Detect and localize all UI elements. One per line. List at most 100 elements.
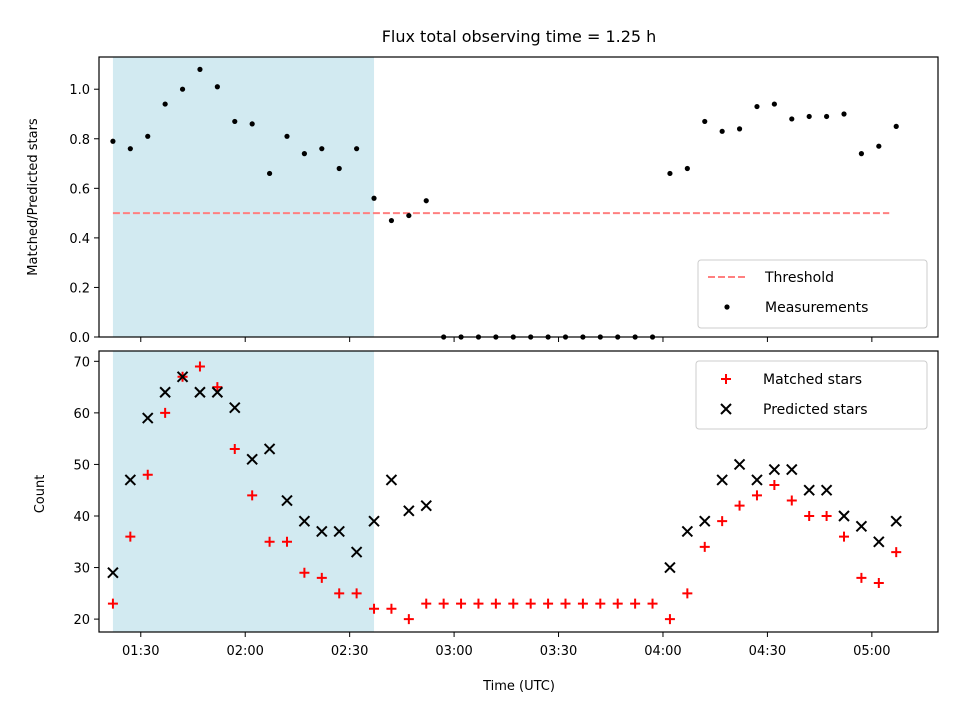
x-tick-label: 05:00 xyxy=(853,644,890,659)
matched-point xyxy=(577,598,588,609)
matched-point xyxy=(142,469,153,480)
measurement-point xyxy=(789,116,795,122)
matched-point xyxy=(456,598,467,609)
axes-frame xyxy=(98,56,939,338)
measurement-point xyxy=(876,143,882,149)
matched-point xyxy=(160,407,171,418)
x-tick-label: 02:30 xyxy=(331,644,368,659)
legend-matched-label: Matched stars xyxy=(763,372,862,388)
matched-point xyxy=(856,572,867,583)
measurement-point xyxy=(841,111,847,117)
predicted-point xyxy=(333,525,345,538)
y-tick-label: 0.2 xyxy=(69,281,90,296)
matched-point xyxy=(786,495,797,506)
measurement-point xyxy=(319,146,325,152)
matched-point xyxy=(891,547,902,558)
predicted-point xyxy=(716,474,728,486)
predicted-point xyxy=(281,494,293,507)
x-tick-label: 02:00 xyxy=(226,644,263,659)
measurement-point xyxy=(719,128,725,134)
measurement-point xyxy=(702,118,708,125)
legend-measurements-label: Measurements xyxy=(765,300,868,316)
measurement-point xyxy=(354,146,360,152)
top-y-axis-label: Matched/Predicted stars xyxy=(26,118,41,276)
legend: Matched stars Predicted stars xyxy=(695,360,928,430)
measurement-point xyxy=(214,84,220,90)
matched-point xyxy=(299,567,310,578)
measurement-point xyxy=(266,170,273,177)
matched-point xyxy=(194,361,205,372)
measurement-point xyxy=(249,121,255,127)
y-tick-label: 0.8 xyxy=(69,133,90,148)
measurement-point xyxy=(406,212,412,219)
legend-box xyxy=(697,259,928,329)
predicted-point xyxy=(298,515,311,527)
legend-box xyxy=(695,360,928,430)
y-tick-label: 0.0 xyxy=(69,331,90,346)
matched-point xyxy=(107,598,118,609)
shaded-interval xyxy=(112,57,375,337)
matched-point xyxy=(403,614,414,625)
predicted-point xyxy=(890,515,902,527)
matched-point xyxy=(717,516,728,527)
shaded-interval xyxy=(112,351,375,632)
x-tick-label: 03:30 xyxy=(540,644,577,659)
predicted-point xyxy=(403,505,415,517)
x-tick-label: 03:00 xyxy=(435,644,472,659)
matched-point xyxy=(682,588,693,599)
matched-point xyxy=(664,614,675,625)
matched-point xyxy=(751,490,762,501)
matched-point xyxy=(543,598,554,609)
matched-point xyxy=(734,500,745,511)
predicted-point xyxy=(768,463,781,476)
matched-point xyxy=(612,598,623,609)
matched-point xyxy=(821,510,832,521)
predicted-point xyxy=(229,402,241,414)
x-tick-label: 04:00 xyxy=(644,644,681,659)
measurement-point xyxy=(145,133,151,139)
matched-point xyxy=(630,598,641,609)
series-predicted-stars xyxy=(107,371,902,579)
x-tick-label: 04:30 xyxy=(749,644,786,659)
measurement-point xyxy=(127,146,133,152)
legend-predicted-swatch xyxy=(720,403,732,415)
y-tick-label: 1.0 xyxy=(69,83,90,98)
matched-point xyxy=(595,598,606,609)
measurement-point xyxy=(197,66,203,72)
series-matched-stars xyxy=(107,361,902,625)
predicted-point xyxy=(873,536,885,548)
measurement-point xyxy=(806,113,812,120)
legend-matched-swatch xyxy=(721,374,731,384)
measurement-point xyxy=(667,170,673,177)
measurement-point xyxy=(388,217,395,224)
legend: Threshold Measurements xyxy=(697,259,928,329)
measurement-point xyxy=(301,151,307,157)
y-tick-label: 0.6 xyxy=(69,182,90,197)
predicted-point xyxy=(263,443,276,455)
y-tick-label: 0.4 xyxy=(69,232,90,247)
predicted-point xyxy=(681,525,694,538)
bottom-y-axis-label: Count xyxy=(33,475,48,514)
matched-point xyxy=(386,603,397,614)
predicted-point xyxy=(820,484,833,496)
matched-point xyxy=(560,598,571,609)
predicted-point xyxy=(246,453,258,465)
matched-point xyxy=(229,443,240,454)
matched-point xyxy=(490,598,501,609)
matched-point xyxy=(769,480,780,491)
measurement-point xyxy=(110,138,116,144)
matched-point xyxy=(473,598,484,609)
measurement-point xyxy=(823,113,830,120)
measurement-point xyxy=(336,165,342,172)
matched-point xyxy=(647,598,658,609)
y-tick-label: 60 xyxy=(73,407,90,422)
legend-threshold-label: Threshold xyxy=(764,270,834,286)
matched-point xyxy=(873,578,884,589)
matched-point xyxy=(804,510,815,521)
predicted-point xyxy=(142,412,154,424)
predicted-point xyxy=(751,474,763,486)
matched-point xyxy=(369,603,380,614)
predicted-point xyxy=(803,484,815,496)
axes-frame xyxy=(98,350,939,633)
